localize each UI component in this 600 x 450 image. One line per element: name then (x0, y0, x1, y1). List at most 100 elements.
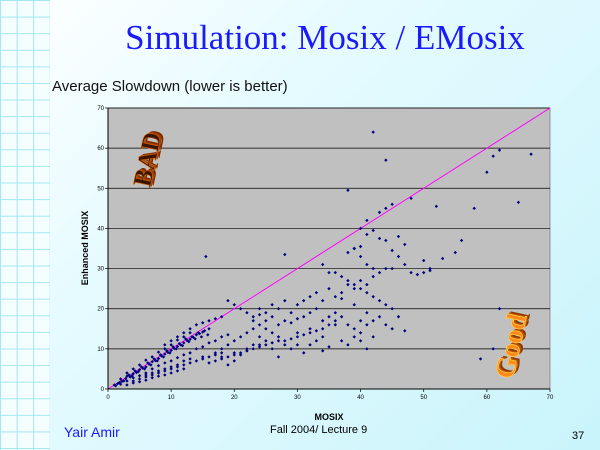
y-tick-label: 10 (97, 347, 104, 353)
data-point (137, 380, 142, 384)
data-point (232, 303, 236, 307)
data-point (175, 335, 180, 339)
data-point (213, 317, 218, 321)
data-point (169, 348, 173, 353)
gridlines (108, 107, 550, 350)
data-point (131, 381, 135, 385)
data-point (175, 365, 180, 369)
data-point (144, 371, 148, 375)
data-point (182, 367, 186, 371)
data-point (169, 367, 173, 371)
data-point (377, 236, 382, 241)
y-tick-label: 30 (97, 267, 104, 273)
data-point (251, 347, 255, 351)
data-point (163, 369, 167, 373)
diagonal-reference-line (107, 107, 551, 390)
data-point (453, 250, 457, 255)
data-point (194, 323, 199, 327)
data-point (194, 333, 199, 337)
data-point (150, 371, 154, 375)
data-point (283, 252, 287, 257)
data-point (219, 347, 224, 351)
data-point (144, 375, 148, 379)
data-point (169, 339, 173, 343)
x-tick-label: 0 (106, 395, 110, 401)
tick-labels: 0 10 20 30 40 50 60 70 0 10 20 30 40 50 60 70 (97, 106, 554, 401)
data-point (188, 361, 192, 365)
data-point (182, 341, 186, 345)
data-point (245, 349, 249, 353)
data-point (403, 242, 407, 247)
data-point (117, 380, 122, 385)
data-point (165, 349, 169, 353)
data-point (188, 337, 192, 341)
data-point (213, 353, 218, 357)
data-point (136, 370, 141, 374)
data-point (396, 254, 401, 259)
data-point (182, 353, 186, 357)
data-point (156, 374, 161, 378)
data-point (188, 351, 192, 355)
slide-title: Simulation: Mosix / EMosix (125, 18, 525, 57)
data-point (196, 331, 200, 335)
course-label: Fall 2004/ Lecture 9 (270, 424, 368, 436)
data-point (529, 152, 533, 156)
data-point (232, 339, 236, 343)
data-point (226, 343, 230, 347)
data-point (169, 365, 173, 369)
data-point (207, 341, 211, 345)
data-point (226, 355, 230, 359)
data-point (238, 351, 243, 355)
data-point (238, 307, 243, 311)
data-point (199, 335, 204, 339)
data-point (207, 319, 211, 323)
data-point (232, 353, 236, 357)
data-point (213, 339, 218, 343)
data-point (163, 361, 167, 365)
data-point (161, 355, 166, 359)
data-point (390, 202, 394, 207)
data-point (213, 359, 218, 363)
data-point (156, 356, 161, 361)
data-point (182, 359, 186, 363)
y-tick-label: 20 (97, 307, 104, 313)
data-point (245, 347, 249, 351)
data-point (175, 344, 180, 349)
data-point (171, 345, 175, 349)
data-point (182, 335, 186, 339)
data-point (150, 360, 154, 364)
data-point (130, 374, 134, 378)
data-point (245, 311, 249, 315)
data-point (238, 353, 243, 357)
data-point (175, 369, 180, 373)
data-point (144, 358, 148, 362)
data-point (152, 357, 156, 361)
data-point (163, 347, 167, 351)
data-point (131, 367, 135, 371)
data-point (207, 361, 211, 365)
data-point (202, 329, 207, 333)
data-point (163, 343, 167, 347)
data-point (156, 369, 161, 373)
x-tick-label: 70 (547, 395, 554, 401)
data-point (377, 210, 382, 215)
data-point (150, 367, 154, 371)
data-point (137, 374, 142, 378)
data-point (194, 347, 199, 351)
data-point (201, 321, 205, 325)
data-point (193, 337, 197, 341)
y-tick-label: 60 (97, 146, 104, 152)
data-point (169, 359, 173, 363)
data-point (169, 343, 173, 347)
data-point (156, 350, 161, 354)
data-point (251, 315, 255, 319)
data-point (219, 355, 224, 359)
data-point (156, 364, 161, 368)
data-point (177, 341, 182, 346)
data-point (146, 361, 150, 365)
x-tick-label: 20 (231, 395, 238, 401)
data-point (144, 373, 148, 377)
data-point (174, 347, 178, 351)
data-point (156, 371, 161, 375)
data-point (182, 363, 186, 367)
